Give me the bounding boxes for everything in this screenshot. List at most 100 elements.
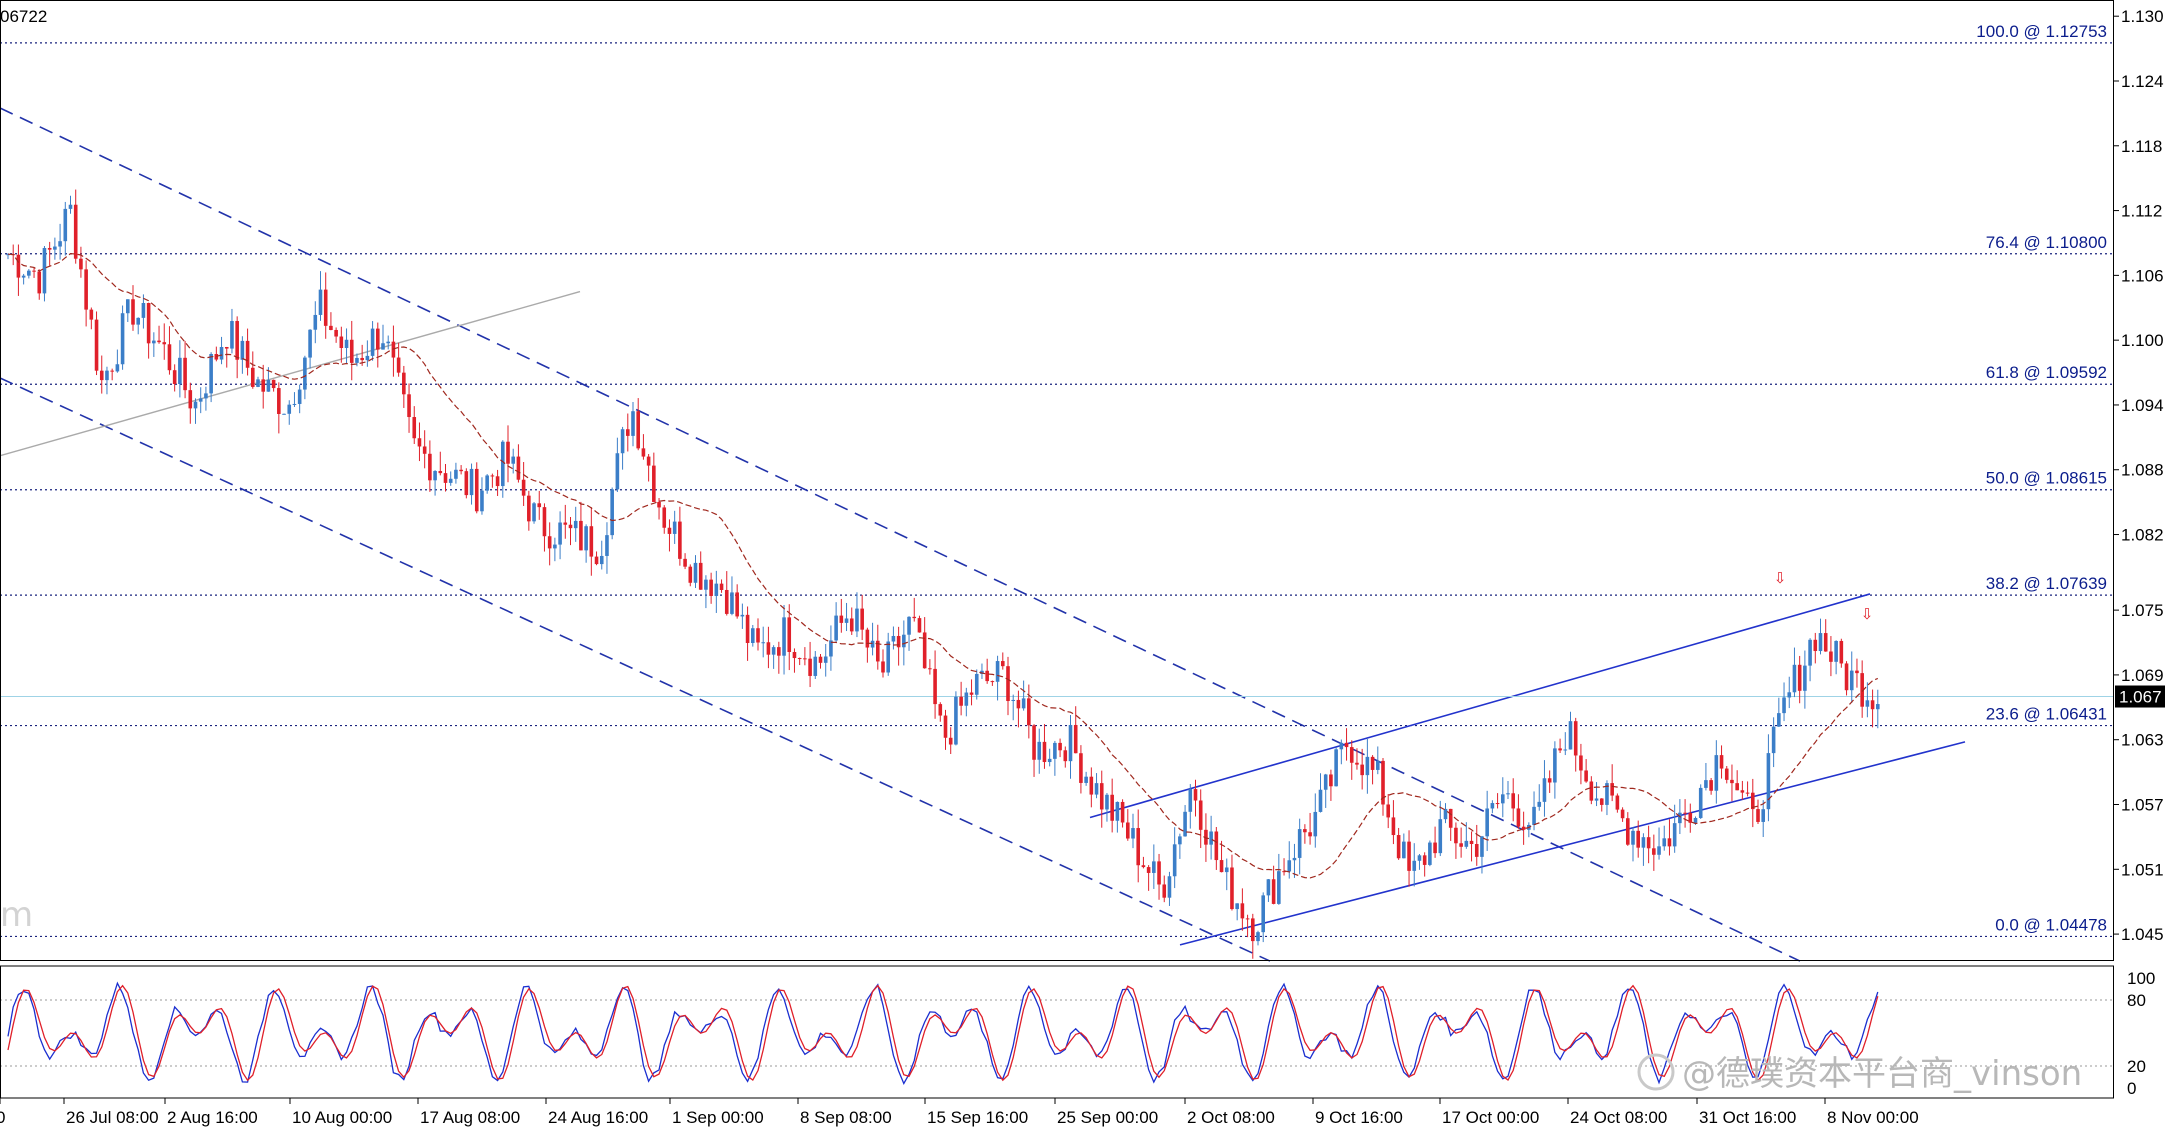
candle-body	[240, 340, 245, 360]
candle-body	[370, 328, 375, 356]
candle-body	[16, 254, 21, 278]
candle-body	[933, 668, 937, 705]
fib-level-label: 50.0 @ 1.08615	[1986, 469, 2107, 488]
oscillator-frame	[0, 965, 2114, 1099]
candle-body	[1521, 826, 1526, 830]
candle-body	[277, 388, 281, 414]
candle-body	[386, 341, 391, 344]
candle-body	[896, 635, 901, 648]
candle-body	[1719, 755, 1724, 769]
candle-body	[1704, 780, 1708, 788]
candle-body	[349, 339, 354, 363]
candle-body	[1547, 778, 1552, 783]
price-frame	[0, 0, 2114, 961]
candle-body	[1761, 809, 1766, 822]
candle-body	[860, 608, 864, 630]
candle-body	[527, 495, 531, 522]
candle-body	[1443, 808, 1448, 820]
candle-body	[1803, 665, 1807, 691]
candle-body	[714, 583, 719, 596]
candle-body	[1099, 783, 1104, 810]
candle-body	[943, 715, 948, 738]
candle-body	[1417, 855, 1422, 861]
candle-body	[454, 469, 458, 479]
candle-body	[1261, 895, 1266, 933]
candle-body	[47, 247, 52, 250]
candle-body	[808, 658, 812, 676]
candle-body	[917, 618, 922, 633]
candle-body	[474, 468, 479, 512]
candle-body	[68, 204, 73, 209]
watermark-logo-icon	[1637, 1053, 1675, 1091]
candle-body	[308, 329, 312, 358]
candle-body	[1428, 842, 1432, 865]
candle-body	[1375, 760, 1380, 770]
candle-body	[355, 357, 359, 363]
candle-body	[938, 704, 943, 716]
candle-body	[1844, 663, 1849, 691]
candle-body	[865, 629, 870, 648]
candle-body	[339, 336, 344, 349]
candle-body	[402, 372, 406, 395]
candle-body	[396, 357, 401, 373]
x-tick-label: 8 Sep 08:00	[800, 1108, 892, 1127]
candle-body	[1709, 780, 1713, 791]
candle-body	[641, 448, 646, 457]
candle-body	[125, 299, 130, 314]
candle-body	[1766, 753, 1771, 810]
candle-body	[1282, 871, 1286, 873]
candle-body	[1370, 756, 1375, 770]
candle-body	[329, 325, 333, 330]
candle-body	[922, 632, 927, 669]
x-tick-label: 24 Oct 08:00	[1570, 1108, 1667, 1127]
candle-body	[146, 302, 151, 344]
candle-body	[1339, 742, 1344, 750]
candle-body	[73, 204, 78, 259]
candle-body	[844, 618, 849, 623]
candle-body	[1318, 789, 1323, 812]
candle-body	[792, 651, 797, 659]
y-tick-label: 1.057	[2121, 795, 2164, 814]
current-price-label: 1.067	[2119, 688, 2162, 707]
candle-body	[37, 271, 42, 294]
candle-body	[1277, 871, 1281, 904]
candle-body	[1631, 830, 1635, 845]
candle-body	[1678, 812, 1682, 824]
downtrend-lower-line	[0, 377, 1271, 962]
candle-body	[360, 357, 364, 361]
candle-body	[683, 558, 687, 567]
candle-body	[89, 309, 94, 320]
x-tick-label: 2 Oct 08:00	[1187, 1108, 1275, 1127]
candle-body	[964, 692, 969, 706]
candle-body	[1365, 756, 1370, 776]
candle-body	[506, 441, 510, 464]
candle-body	[902, 634, 906, 648]
candle-body	[891, 635, 896, 642]
candle-body	[250, 367, 255, 387]
candle-body	[761, 642, 766, 644]
candle-body	[704, 579, 708, 590]
candle-body	[282, 413, 286, 415]
candle-body	[42, 247, 47, 294]
candle-body	[1141, 865, 1146, 868]
candle-body	[875, 640, 880, 662]
candle-body	[1183, 811, 1187, 837]
candle-body	[1652, 848, 1656, 855]
candle-body	[1735, 783, 1739, 791]
y-tick-label: 1.100	[2121, 331, 2164, 350]
candle-body	[657, 501, 661, 508]
candle-body	[1292, 857, 1297, 861]
candle-body	[407, 394, 411, 418]
candle-body	[214, 354, 219, 360]
candle-body	[303, 357, 307, 390]
candle-body	[579, 520, 583, 551]
candle-body	[1198, 800, 1203, 830]
candle-body	[948, 737, 953, 745]
candle-body	[94, 319, 99, 371]
candle-body	[443, 473, 448, 483]
candle-body	[1047, 758, 1052, 763]
candle-body	[1053, 742, 1057, 759]
candle-body	[1558, 748, 1562, 751]
